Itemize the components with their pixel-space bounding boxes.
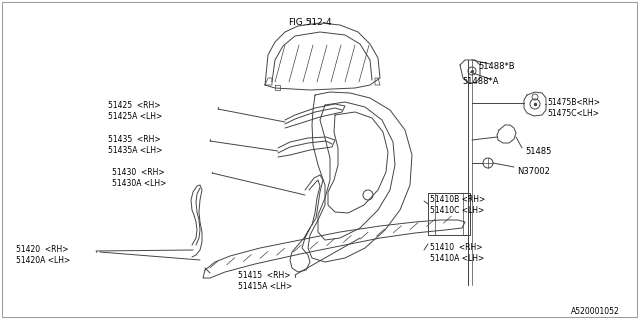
Text: 51435A <LH>: 51435A <LH> bbox=[108, 146, 163, 155]
Text: 51410C <LH>: 51410C <LH> bbox=[430, 206, 484, 215]
Text: 51415  <RH>: 51415 <RH> bbox=[238, 271, 291, 280]
Text: 51420A <LH>: 51420A <LH> bbox=[16, 256, 70, 265]
Text: 51488*B: 51488*B bbox=[478, 62, 515, 71]
Text: A520001052: A520001052 bbox=[572, 307, 620, 316]
Text: 51430  <RH>: 51430 <RH> bbox=[112, 168, 164, 177]
Text: 51485: 51485 bbox=[525, 147, 552, 156]
Text: FIG.512-4: FIG.512-4 bbox=[288, 18, 332, 27]
Text: 51410B <RH>: 51410B <RH> bbox=[430, 195, 485, 204]
Text: 51420  <RH>: 51420 <RH> bbox=[16, 245, 68, 254]
Text: 51488*A: 51488*A bbox=[462, 77, 499, 86]
Text: 51475B<RH>: 51475B<RH> bbox=[547, 98, 600, 107]
Text: 51410  <RH>: 51410 <RH> bbox=[430, 243, 483, 252]
Text: 51430A <LH>: 51430A <LH> bbox=[112, 179, 166, 188]
Text: N37002: N37002 bbox=[517, 167, 550, 176]
Text: 51435  <RH>: 51435 <RH> bbox=[108, 135, 161, 144]
Text: 51415A <LH>: 51415A <LH> bbox=[238, 282, 292, 291]
Text: 51475C<LH>: 51475C<LH> bbox=[547, 109, 599, 118]
Text: 51410A <LH>: 51410A <LH> bbox=[430, 254, 484, 263]
Text: 51425  <RH>: 51425 <RH> bbox=[108, 101, 161, 110]
Text: 51425A <LH>: 51425A <LH> bbox=[108, 112, 163, 121]
